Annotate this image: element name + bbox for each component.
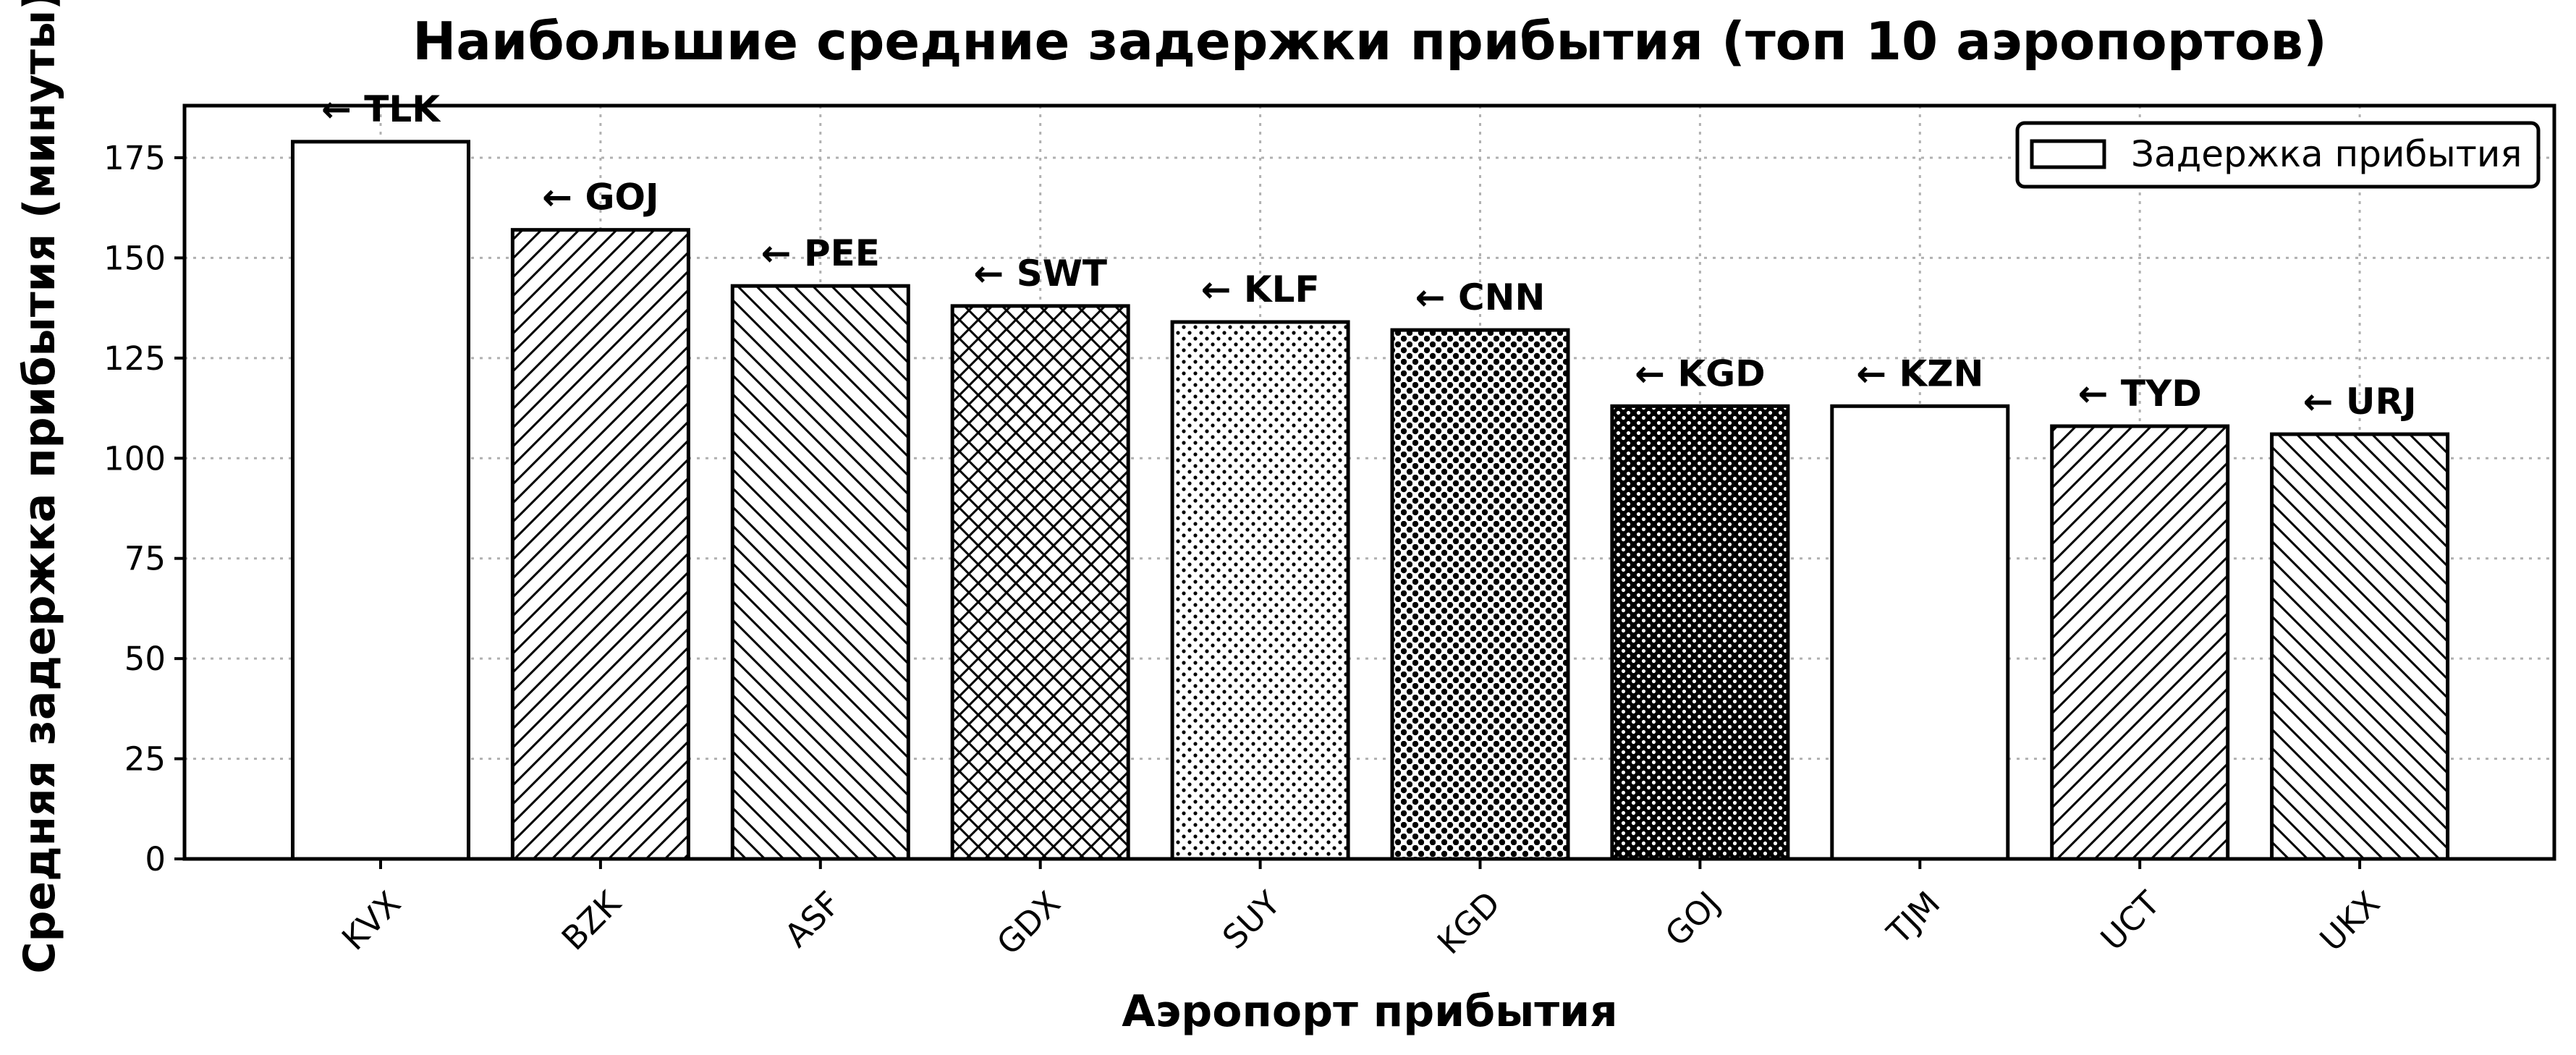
bar-label: ← KGD	[1635, 352, 1766, 394]
x-tick-label: UCT	[2093, 884, 2168, 958]
plot-frame	[182, 103, 2556, 861]
y-tick-label: 150	[103, 239, 166, 277]
x-tick-label: UKX	[2313, 884, 2387, 959]
y-tick-label: 50	[124, 640, 166, 678]
bar-label: ← TLK	[321, 88, 441, 130]
bars	[291, 140, 2450, 861]
y-tick-label: 100	[103, 439, 166, 478]
bar-pattern	[952, 305, 1129, 859]
legend-frame	[2015, 121, 2541, 189]
legend-label: Задержка прибытия	[2131, 133, 2522, 175]
y-tick-label: 75	[124, 540, 166, 578]
bar-background	[1831, 406, 2008, 859]
bar-annotations: ← TLK ← GOJ ← PEE ← SWT ← KLF ← CNN ← KGD ← KZN…	[321, 88, 2417, 423]
legend-swatch	[2030, 139, 2106, 169]
x-tick-label: BZK	[554, 884, 629, 958]
y-tick-label: 175	[103, 139, 166, 177]
bar-label: ← TYD	[2078, 373, 2202, 415]
chart-title: Наибольшие средние задержки прибытия (то…	[412, 11, 2327, 72]
y-tick-label: 125	[103, 339, 166, 378]
x-tick-label: KGD	[1430, 884, 1508, 962]
bar-pattern	[732, 286, 909, 859]
bar-label: ← GOJ	[542, 177, 658, 219]
bar-background	[292, 141, 469, 860]
bar-label: ← KZN	[1856, 352, 1983, 394]
x-axis-label: Аэропорт прибытия	[1122, 986, 1617, 1037]
y-axis: 0 25 50 75 100 125 150 175	[103, 139, 185, 878]
x-tick-label: GDX	[989, 884, 1067, 962]
y-tick-label: 0	[145, 840, 166, 878]
bar-pattern	[2051, 425, 2228, 859]
x-tick-label: TJM	[1879, 884, 1947, 952]
bar-label: ← URJ	[2303, 381, 2417, 423]
bar-label: ← CNN	[1415, 276, 1546, 318]
bar-pattern	[1172, 322, 1349, 860]
bar-pattern	[512, 229, 689, 859]
x-tick-label: KVX	[334, 884, 408, 958]
x-tick-label: GOJ	[1658, 884, 1728, 954]
y-axis-label: Средняя задержка прибытия (минуты)	[14, 0, 65, 974]
x-tick-label: SUY	[1215, 884, 1288, 957]
x-tick-label: ASF	[777, 884, 848, 955]
bar-pattern	[1611, 406, 1788, 859]
y-tick-label: 25	[124, 740, 166, 779]
legend: Задержка прибытия	[2015, 121, 2541, 189]
bar-label: ← KLF	[1201, 268, 1320, 310]
bar-pattern	[2271, 434, 2448, 859]
x-axis: KVX BZK ASF GDX SUY KGD GOJ TJM UCT UKX	[334, 859, 2387, 962]
bar-pattern	[1392, 330, 1568, 860]
bar-label: ← PEE	[761, 232, 880, 274]
bar-label: ← SWT	[973, 253, 1107, 295]
